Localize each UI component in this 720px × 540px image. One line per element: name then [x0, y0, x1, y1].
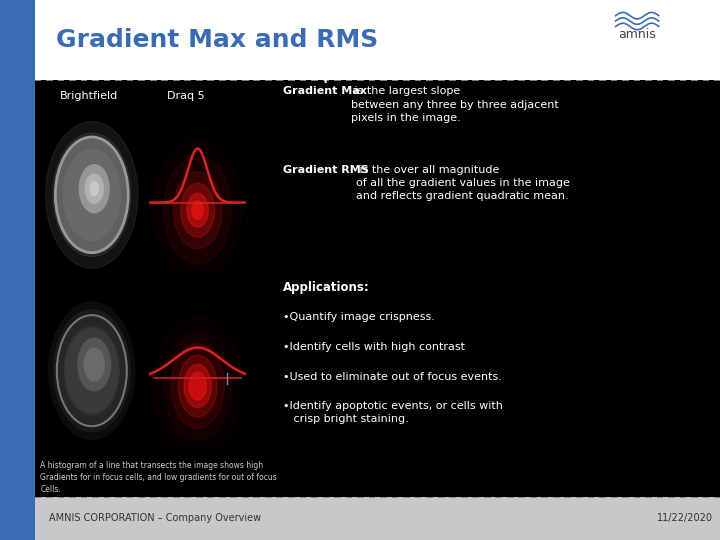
Text: Gradient Max and RMS: Gradient Max and RMS — [56, 28, 379, 52]
Text: •Identify cells with high contrast: •Identify cells with high contrast — [283, 342, 465, 352]
Circle shape — [53, 133, 131, 256]
Bar — [0, 0, 35, 540]
Circle shape — [84, 173, 104, 204]
Bar — [35, 80, 720, 497]
Text: is the over all magnitude
of all the gradient values in the image
and reflects g: is the over all magnitude of all the gra… — [356, 165, 570, 201]
Circle shape — [48, 301, 135, 440]
Circle shape — [45, 122, 138, 268]
Circle shape — [65, 328, 119, 413]
Text: A histogram of a line that transects the image shows high
Gradients for in focus: A histogram of a line that transects the… — [40, 462, 277, 494]
Circle shape — [163, 156, 232, 264]
Text: Description:: Description: — [283, 70, 364, 83]
Circle shape — [53, 309, 131, 433]
Circle shape — [184, 364, 211, 408]
Circle shape — [179, 355, 217, 417]
Bar — [35, 497, 720, 540]
Circle shape — [60, 145, 123, 245]
Text: AMNIS CORPORATION – Company Overview: AMNIS CORPORATION – Company Overview — [49, 514, 261, 523]
Circle shape — [163, 332, 232, 440]
Circle shape — [181, 183, 215, 237]
Bar — [0, 0, 720, 80]
Circle shape — [171, 343, 225, 429]
Circle shape — [174, 172, 222, 249]
Text: Applications:: Applications: — [283, 281, 369, 294]
Text: Brightfield: Brightfield — [60, 91, 117, 101]
Text: 11/22/2020: 11/22/2020 — [657, 514, 713, 523]
Text: Draq 5: Draq 5 — [167, 91, 204, 101]
Circle shape — [77, 338, 112, 392]
Text: Gradient RMS: Gradient RMS — [283, 165, 369, 175]
Circle shape — [89, 181, 99, 197]
Text: is the largest slope
between any three by three adjacent
pixels in the image.: is the largest slope between any three b… — [351, 86, 559, 123]
Circle shape — [63, 326, 120, 415]
Text: amnis: amnis — [618, 28, 656, 41]
Circle shape — [189, 372, 207, 400]
Circle shape — [84, 348, 105, 381]
Circle shape — [63, 148, 121, 241]
Circle shape — [55, 137, 128, 253]
Circle shape — [58, 316, 126, 424]
Circle shape — [187, 193, 208, 227]
Text: Gradient Max: Gradient Max — [283, 86, 366, 97]
Circle shape — [192, 201, 204, 220]
Text: •Identify apoptotic events, or cells with
   crisp bright staining.: •Identify apoptotic events, or cells wit… — [283, 401, 503, 424]
Text: •Used to eliminate out of focus events.: •Used to eliminate out of focus events. — [283, 372, 502, 382]
Circle shape — [78, 164, 109, 213]
Text: •Quantify image crispness.: •Quantify image crispness. — [283, 312, 435, 322]
